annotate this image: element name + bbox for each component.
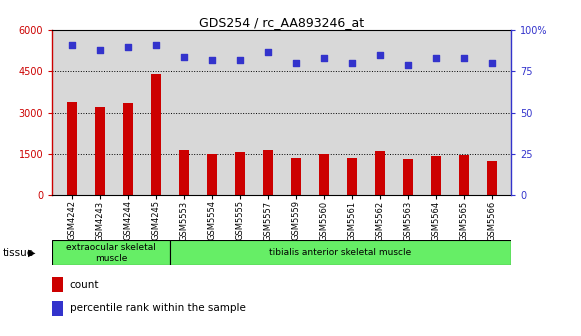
Bar xyxy=(179,150,189,195)
Bar xyxy=(67,101,77,195)
Text: tibialis anterior skeletal muscle: tibialis anterior skeletal muscle xyxy=(270,248,412,257)
Bar xyxy=(375,151,385,195)
Bar xyxy=(123,103,132,195)
Bar xyxy=(459,155,469,195)
Bar xyxy=(207,154,217,195)
Bar xyxy=(291,158,301,195)
Bar xyxy=(170,240,511,265)
Bar xyxy=(151,74,161,195)
Point xyxy=(403,62,413,68)
Point xyxy=(179,54,188,59)
Point xyxy=(151,42,160,48)
Point xyxy=(487,60,496,66)
Point xyxy=(291,60,300,66)
Text: count: count xyxy=(70,280,99,290)
Text: extraocular skeletal
muscle: extraocular skeletal muscle xyxy=(66,243,156,262)
Point xyxy=(347,60,356,66)
Point xyxy=(319,55,328,61)
Bar xyxy=(95,107,105,195)
Text: tissue: tissue xyxy=(3,248,34,258)
Text: percentile rank within the sample: percentile rank within the sample xyxy=(70,303,246,313)
Bar xyxy=(403,159,413,195)
Bar xyxy=(263,150,272,195)
Point xyxy=(207,57,217,62)
Point xyxy=(431,55,440,61)
Point xyxy=(235,57,245,62)
Bar xyxy=(235,152,245,195)
Bar xyxy=(487,161,497,195)
Point xyxy=(123,44,132,49)
Point xyxy=(95,47,105,53)
Point xyxy=(375,52,385,58)
Text: ▶: ▶ xyxy=(28,248,35,258)
Bar xyxy=(431,157,440,195)
Bar xyxy=(319,154,329,195)
Title: GDS254 / rc_AA893246_at: GDS254 / rc_AA893246_at xyxy=(199,16,364,29)
Bar xyxy=(347,158,357,195)
Bar xyxy=(52,240,170,265)
Point xyxy=(263,49,272,54)
Point xyxy=(67,42,77,48)
Point xyxy=(459,55,468,61)
